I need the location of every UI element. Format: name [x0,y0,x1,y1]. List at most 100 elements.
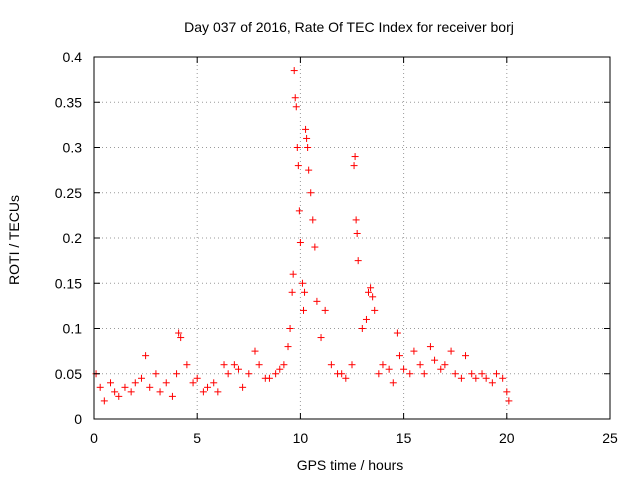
data-point [214,388,222,396]
data-point [468,370,476,378]
data-point [146,383,154,391]
data-point [362,315,370,323]
data-point [472,374,480,382]
y-tick-label: 0.4 [63,49,83,65]
data-point [107,379,115,387]
data-point [307,189,315,197]
data-point [351,153,359,161]
data-point [291,94,299,102]
data-point [321,306,329,314]
data-point [375,370,383,378]
data-point [309,216,317,224]
data-point [342,374,350,382]
y-tick-label: 0.1 [63,321,83,337]
data-point [410,347,418,355]
data-point [348,361,356,369]
data-point [96,383,104,391]
x-tick-label: 5 [193,430,201,446]
data-point [299,306,307,314]
data-point [379,361,387,369]
data-point [367,284,375,292]
data-point [142,352,150,360]
y-tick-label: 0.15 [55,275,82,291]
data-point [437,365,445,373]
data-point [327,361,335,369]
data-point [293,144,301,151]
x-tick-label: 0 [90,430,98,446]
data-point [245,370,253,378]
data-point [317,334,325,342]
y-tick-labels: 0 0.05 0.1 0.15 0.2 0.25 0.3 0.35 0.4 [55,49,82,427]
data-point [296,239,304,247]
data-point [353,229,361,237]
x-tick-label: 20 [499,430,515,446]
data-point [389,379,397,387]
data-point [302,125,310,133]
x-tick-label: 25 [602,430,618,446]
data-point [350,162,358,170]
data-point [121,383,129,391]
data-point [265,374,273,382]
data-point [294,162,302,170]
data-point [288,288,296,296]
data-point [280,361,288,369]
data-point [276,365,284,373]
y-tick-label: 0.2 [63,230,83,246]
data-point [462,352,470,360]
data-point [505,397,513,405]
data-point [304,144,312,151]
data-point [354,257,362,265]
data-point [371,306,379,314]
data-point [400,365,408,373]
data-point [199,388,207,396]
data-point [286,325,294,332]
data-point [292,103,300,111]
data-point [220,361,228,369]
data-point [482,374,490,382]
y-axis-label: ROTI / TECUs [6,195,22,285]
data-point [284,343,292,351]
y-tick-label: 0.05 [55,366,82,382]
data-point [193,374,201,382]
data-point [365,288,373,296]
data-point [426,343,434,351]
data-point [441,361,449,369]
data-point [230,361,238,369]
data-point [137,374,145,382]
x-tick-label: 10 [293,430,309,446]
data-point [416,361,424,369]
data-point [503,388,511,396]
y-tick-label: 0.35 [55,94,82,110]
y-tick-label: 0.25 [55,185,82,201]
grid-lines [94,57,610,419]
data-point [313,297,321,305]
data-point [290,67,298,75]
data-point [183,361,191,369]
data-point [131,379,139,387]
data-point [393,329,401,337]
data-point [255,361,263,369]
data-points [92,67,513,405]
data-point [173,370,181,378]
data-point [303,134,311,142]
x-axis-label: GPS time / hours [297,457,404,473]
data-point [289,270,297,278]
data-point [152,370,160,378]
data-point [272,370,280,378]
x-tick-labels: 0 5 10 15 20 25 [90,430,618,446]
data-point [358,325,366,332]
chart-title: Day 037 of 2016, Rate Of TEC Index for r… [184,19,514,35]
data-point [431,356,439,364]
data-point [189,379,197,387]
data-point [457,374,465,382]
data-point [488,379,496,387]
data-point [239,383,247,391]
data-point [301,288,309,296]
data-point [115,392,123,400]
data-point [204,383,212,391]
data-point [111,388,119,396]
data-point [177,334,185,342]
data-point [311,243,319,251]
data-point [295,207,303,215]
